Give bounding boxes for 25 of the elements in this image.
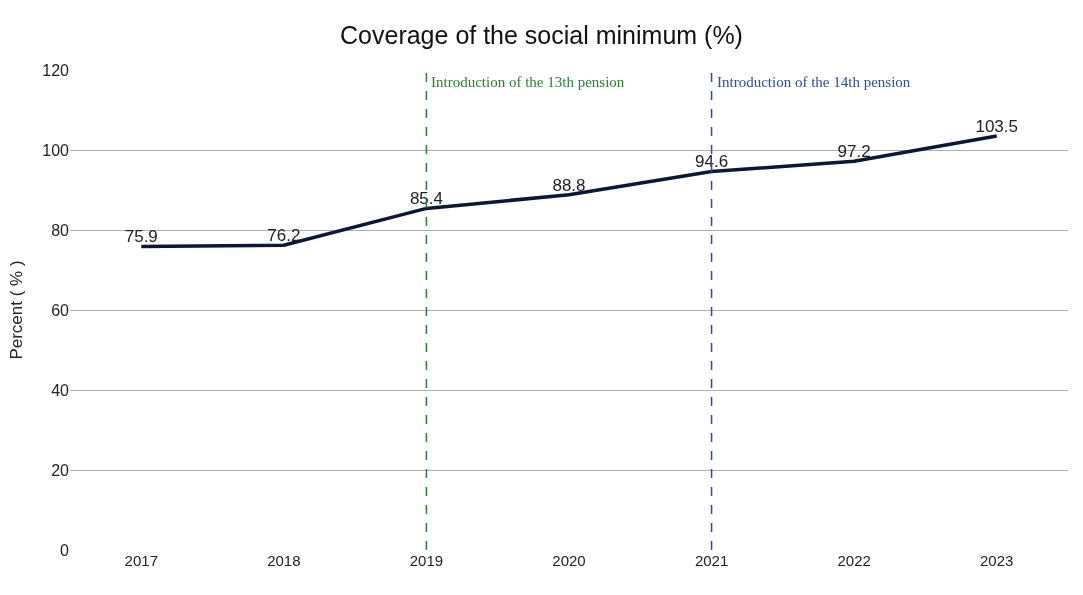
ref-line-label: Introduction of the 13th pension	[431, 74, 625, 90]
x-tick-label: 2020	[552, 552, 586, 569]
y-tick-label: 60	[51, 301, 70, 319]
data-label: 85.4	[409, 189, 443, 209]
data-label: 76.2	[267, 225, 301, 245]
y-tick-label: 20	[51, 461, 70, 479]
chart-title: Coverage of the social minimum (%)	[340, 21, 743, 50]
data-label: 97.2	[837, 141, 871, 161]
x-tick-label: 2019	[409, 552, 444, 569]
y-tick-label: 80	[51, 221, 70, 239]
y-tick-label: 100	[42, 141, 70, 159]
data-label: 88.8	[552, 175, 586, 195]
data-label: 94.6	[695, 152, 729, 172]
ref-line-label: Introduction of the 14th pension	[717, 74, 911, 90]
x-tick-label: 2017	[124, 552, 158, 569]
data-label: 75.9	[124, 227, 158, 247]
y-tick-label: 40	[51, 381, 70, 399]
y-tick-label: 0	[60, 541, 70, 559]
data-label: 103.5	[975, 116, 1018, 136]
x-tick-label: 2021	[694, 552, 729, 569]
x-tick-label: 2018	[267, 552, 301, 569]
x-tick-label: 2023	[980, 552, 1014, 569]
y-tick-label: 120	[42, 61, 70, 79]
x-tick-label: 2022	[837, 552, 871, 569]
y-axis-title: Percent ( % )	[6, 260, 26, 360]
